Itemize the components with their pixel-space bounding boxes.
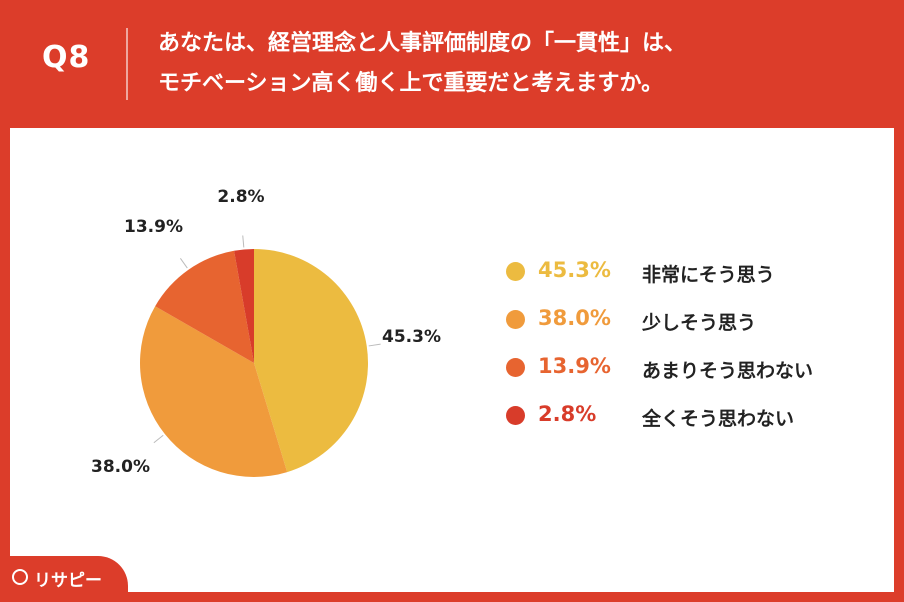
slice-data-label: 13.9% (124, 217, 183, 237)
legend-item: 13.9% あまりそう思わない (504, 354, 864, 403)
legend-label: 非常にそう思う (642, 264, 775, 286)
legend-percent: 2.8% (538, 402, 597, 426)
logo-pin-icon (12, 569, 28, 585)
question-number: Q8 (42, 40, 91, 75)
legend-swatch (506, 262, 525, 281)
leader-line (179, 257, 188, 269)
legend-percent: 45.3% (538, 258, 611, 282)
legend-label: 少しそう思う (642, 312, 757, 334)
header-divider (126, 28, 128, 100)
legend-swatch (506, 310, 525, 329)
pie-slice (155, 250, 254, 363)
chart-legend: 45.3% 非常にそう思う 38.0% 少しそう思う 13.9% あまりそう思わ… (504, 258, 864, 451)
pie-chart: 45.3% 38.0% 13.9% 2.8% (91, 187, 441, 478)
pie-slice (140, 306, 288, 478)
legend-swatch (506, 358, 525, 377)
leader-line (242, 235, 245, 248)
leader-line (153, 434, 164, 444)
question-header: Q8 あなたは、経営理念と人事評価制度の「一貫性」は、 モチベーション高く働く上… (0, 0, 904, 128)
legend-label: あまりそう思わない (642, 360, 814, 382)
slice-data-label: 2.8% (217, 187, 264, 207)
legend-label: 全くそう思わない (642, 408, 795, 430)
legend-item: 2.8% 全くそう思わない (504, 402, 864, 451)
slice-data-label: 38.0% (91, 457, 150, 477)
chart-panel: 45.3% 38.0% 13.9% 2.8% 45.3% 非常にそう思う 38.0% … (10, 128, 894, 592)
legend-percent: 13.9% (538, 354, 611, 378)
slice-data-label: 45.3% (382, 327, 441, 347)
legend-item: 38.0% 少しそう思う (504, 306, 864, 355)
logo-text: リサピー (34, 571, 102, 591)
leader-line (368, 343, 381, 347)
brand-logo: リサピー (0, 556, 128, 602)
question-text: あなたは、経営理念と人事評価制度の「一貫性」は、 モチベーション高く働く上で重要… (158, 24, 878, 104)
legend-item: 45.3% 非常にそう思う (504, 258, 864, 307)
question-line-2: モチベーション高く働く上で重要だと考えますか。 (158, 71, 664, 96)
pie-slice (234, 249, 254, 363)
pie-slice (254, 249, 369, 473)
legend-percent: 38.0% (538, 306, 611, 330)
question-line-1: あなたは、経営理念と人事評価制度の「一貫性」は、 (158, 31, 687, 56)
legend-swatch (506, 406, 525, 425)
